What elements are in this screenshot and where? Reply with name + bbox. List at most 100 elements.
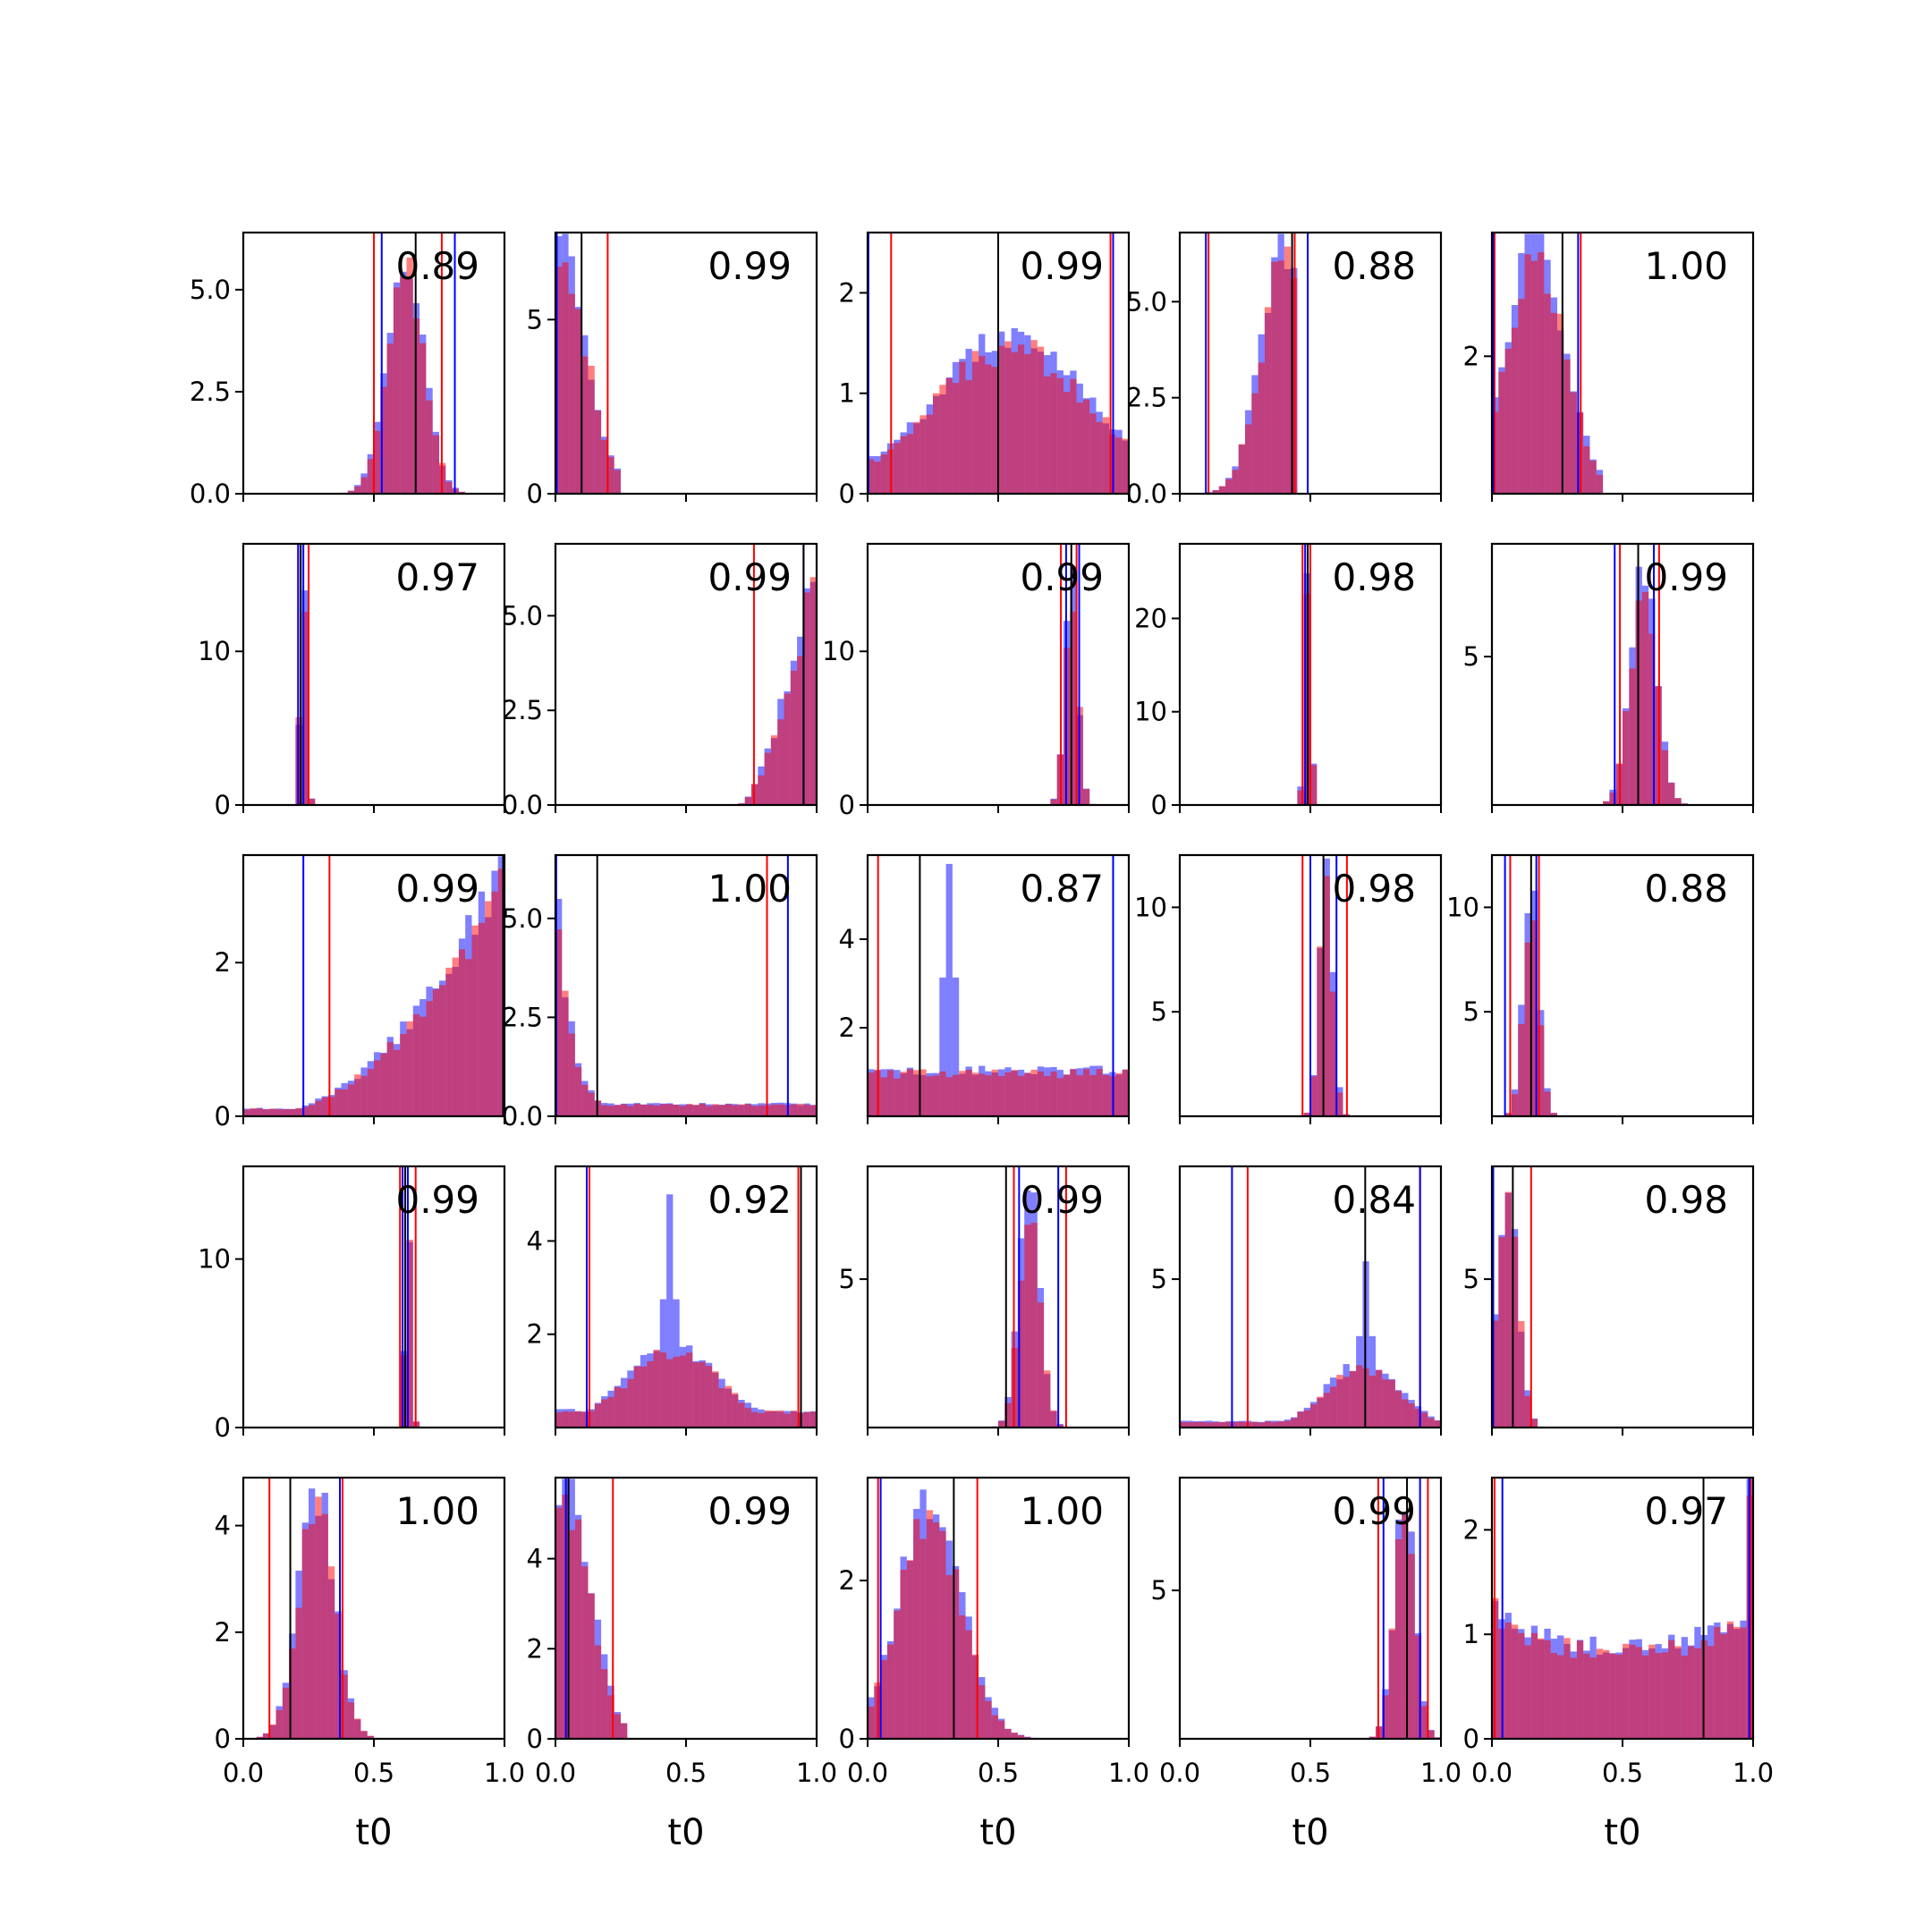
red-hist-bar — [1538, 1025, 1545, 1116]
red-hist-bar — [426, 1001, 433, 1116]
red-hist-bar — [1102, 417, 1110, 494]
red-hist-bar — [686, 1104, 693, 1116]
red-hist-bar — [1056, 1424, 1063, 1428]
red-hist-bar — [744, 1408, 751, 1428]
red-hist-bar — [275, 1709, 283, 1739]
panel-score-label: 0.87 — [1020, 867, 1104, 911]
red-hist-bar — [666, 1359, 674, 1428]
red-hist-bar — [1096, 1069, 1103, 1116]
panel-score-label: 0.84 — [1332, 1178, 1416, 1222]
red-hist-bar — [1550, 312, 1557, 494]
red-hist-bar — [1323, 876, 1330, 1116]
red-hist-bar — [574, 1066, 582, 1116]
y-tick-label: 1 — [1463, 1619, 1479, 1649]
red-hist-bar — [1206, 1422, 1213, 1428]
panel-r1c2: 0 10 0.99 — [822, 542, 1131, 820]
red-hist-bar — [1225, 1421, 1233, 1428]
red-hist-bar — [621, 1388, 628, 1428]
red-hist-bar — [1076, 402, 1083, 494]
red-hist-bar — [555, 929, 563, 1116]
red-hist-bar — [705, 1106, 713, 1116]
red-hist-bar — [1402, 1514, 1409, 1739]
red-hist-bar — [1310, 1076, 1318, 1116]
red-hist-bar — [1044, 376, 1051, 494]
red-hist-bar — [1530, 919, 1538, 1116]
red-hist-bar — [1212, 1422, 1219, 1428]
red-hist-bar — [699, 1361, 706, 1428]
panel-r1c1: 0.0 2.5 5.0 0.99 — [502, 542, 818, 820]
red-hist-bar — [607, 1106, 614, 1116]
red-hist-bar — [1414, 1409, 1422, 1428]
red-hist-bar — [712, 1371, 719, 1428]
red-hist-bar — [1070, 611, 1077, 805]
x-tick-label: 0.0 — [223, 1758, 264, 1788]
red-hist-bar — [1668, 783, 1675, 805]
x-axis-label: t0 — [979, 1812, 1016, 1853]
panel-score-label: 0.99 — [708, 555, 792, 599]
panel-r1c4: 50.99 — [1463, 542, 1755, 813]
red-hist-bar — [985, 364, 992, 494]
red-hist-bar — [282, 1109, 290, 1116]
panel-r4c4: 0.0 0.5 1.0 0 1 2 0.97 t0 — [1463, 1476, 1774, 1853]
red-hist-bar — [985, 1700, 992, 1739]
red-hist-bar — [1428, 1418, 1435, 1428]
red-hist-bar — [979, 1685, 986, 1739]
y-tick-label: 2 — [215, 947, 231, 978]
red-hist-bar — [1550, 1652, 1557, 1739]
red-hist-bar — [758, 1105, 765, 1116]
red-hist-bar — [886, 1644, 894, 1739]
red-hist-bar — [574, 1519, 582, 1739]
y-tick-label: 10 — [1134, 697, 1167, 727]
red-hist-bar — [900, 1569, 907, 1739]
red-hist-bar — [1037, 346, 1045, 494]
red-hist-bar — [971, 1072, 979, 1116]
red-hist-bar — [874, 462, 881, 494]
red-hist-bar — [1024, 1224, 1031, 1428]
red-hist-bar — [945, 377, 953, 494]
red-hist-bar — [1082, 399, 1090, 494]
red-hist-bar — [360, 1731, 368, 1739]
panel-r3c3: 50.84 — [1151, 1165, 1443, 1436]
red-hist-bar — [699, 1103, 706, 1116]
x-tick-label: 0.0 — [1159, 1758, 1200, 1788]
red-hist-bar — [653, 1105, 660, 1116]
y-tick-label: 2 — [527, 1633, 543, 1664]
red-hist-bar — [959, 1071, 966, 1116]
red-hist-bar — [1524, 1645, 1531, 1739]
red-hist-bar — [744, 1104, 751, 1116]
red-hist-bar — [1271, 261, 1278, 494]
y-tick-label: 4 — [527, 1225, 543, 1256]
y-tick-label: 0.0 — [1126, 479, 1167, 509]
red-hist-bar — [269, 1108, 276, 1116]
red-hist-bar — [1017, 1280, 1025, 1428]
red-hist-bar — [1707, 1646, 1715, 1739]
panel-score-label: 0.99 — [708, 244, 792, 288]
red-hist-bar — [327, 1566, 335, 1739]
red-hist-bar — [614, 1714, 621, 1739]
red-hist-bar — [327, 1097, 335, 1116]
y-tick-label: 4 — [527, 1544, 543, 1574]
panel-score-label: 0.99 — [395, 1178, 479, 1222]
red-hist-bar — [758, 775, 765, 805]
red-hist-bar — [666, 1104, 674, 1116]
panel-score-label: 0.88 — [1644, 867, 1728, 911]
red-hist-bar — [939, 1071, 946, 1116]
red-hist-bar — [1504, 348, 1512, 494]
red-hist-bar — [1368, 1375, 1376, 1428]
red-hist-bar — [906, 1560, 914, 1739]
red-hist-bar — [1524, 254, 1531, 494]
red-hist-bar — [1518, 1632, 1525, 1739]
panel-score-label: 0.98 — [1332, 867, 1416, 911]
red-hist-bar — [1641, 1655, 1649, 1739]
red-hist-bar — [282, 1687, 290, 1739]
panel-r1c3: 0 10 20 0.98 — [1134, 542, 1443, 820]
red-hist-bar — [354, 1074, 361, 1116]
red-hist-bar — [906, 1069, 914, 1116]
red-hist-bar — [1303, 1112, 1310, 1116]
red-hist-bar — [998, 1420, 1005, 1428]
red-hist-bar — [289, 1648, 296, 1739]
red-hist-bar — [933, 393, 940, 494]
red-hist-bar — [1310, 1404, 1318, 1428]
red-hist-bar — [1056, 1078, 1063, 1116]
red-hist-bar — [1070, 378, 1077, 494]
